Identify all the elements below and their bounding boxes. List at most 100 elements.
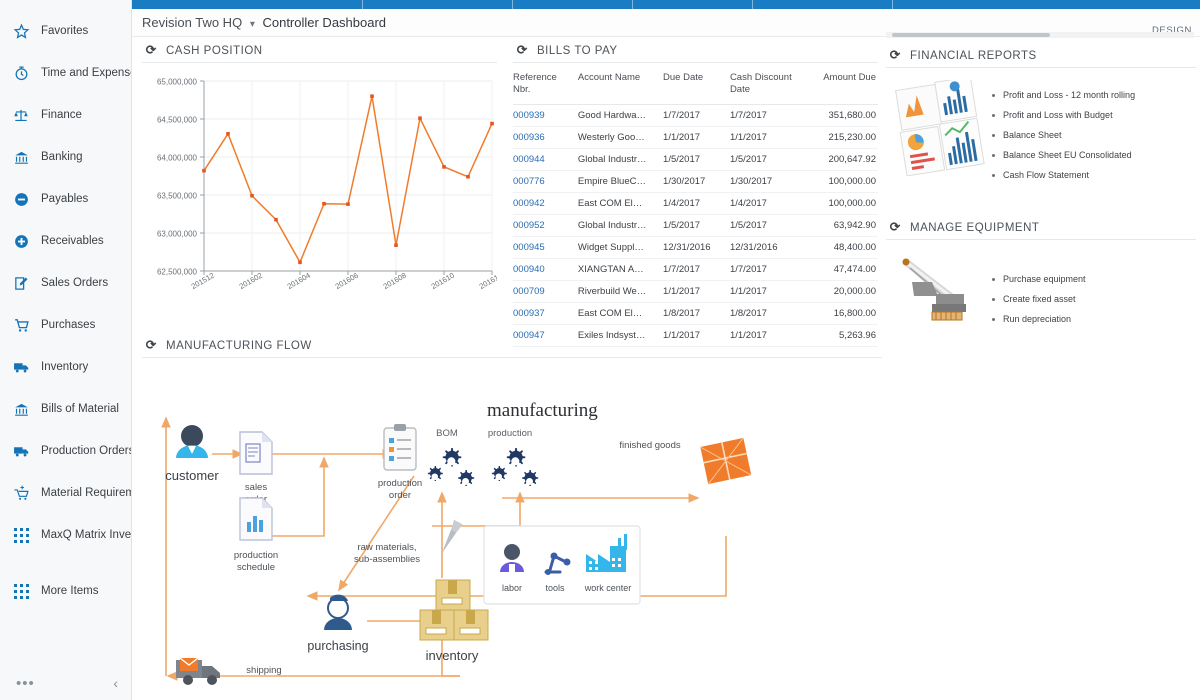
svg-text:62,500,000: 62,500,000 bbox=[157, 268, 198, 277]
svg-text:labor: labor bbox=[502, 583, 522, 593]
bills-table: Reference Nbr. Account Name Due Date Cas… bbox=[513, 66, 878, 347]
refresh-icon[interactable]: ⟳ bbox=[889, 220, 901, 235]
horizontal-scrollbar[interactable] bbox=[886, 32, 1194, 38]
flow-node-production-gears bbox=[491, 448, 539, 487]
sidebar-item-more-items[interactable]: More Items bbox=[0, 570, 131, 612]
equipment-link[interactable]: Run depreciation bbox=[990, 314, 1086, 324]
table-row[interactable]: 000936 Westerly Goo… 1/1/2017 1/1/2017 215,2… bbox=[513, 126, 878, 149]
reference-link[interactable]: 000939 bbox=[513, 109, 545, 121]
sidebar-item-finance[interactable]: Finance bbox=[0, 94, 131, 136]
cell-reference-nbr[interactable]: 000937 bbox=[513, 302, 578, 325]
reference-link[interactable]: 000936 bbox=[513, 131, 545, 143]
report-link[interactable]: Profit and Loss with Budget bbox=[990, 110, 1135, 120]
topbar-divider bbox=[892, 0, 893, 9]
sidebar-item-time-and-expenses[interactable]: Time and Expenses bbox=[0, 52, 131, 94]
reference-link[interactable]: 000944 bbox=[513, 153, 545, 165]
reference-link[interactable]: 000940 bbox=[513, 263, 545, 275]
table-row[interactable]: 000709 Riverbuild We… 1/1/2017 1/1/2017 20,0… bbox=[513, 280, 878, 303]
col-amount-due[interactable]: Amount Due bbox=[804, 66, 878, 105]
cell-reference-nbr[interactable]: 000952 bbox=[513, 214, 578, 237]
flow-node-inventory: inventory bbox=[419, 579, 489, 663]
table-row[interactable]: 000937 East COM El… 1/8/2017 1/8/2017 16,800… bbox=[513, 302, 878, 325]
refresh-icon[interactable]: ⟳ bbox=[145, 338, 157, 353]
chevron-down-icon[interactable]: ▾ bbox=[249, 19, 255, 30]
col-reference-nbr[interactable]: Reference Nbr. bbox=[513, 66, 578, 105]
grid-icon bbox=[10, 525, 32, 545]
cell-account-name: Global Industr… bbox=[577, 148, 664, 171]
scrollbar-thumb[interactable] bbox=[892, 33, 1050, 37]
bank-icon bbox=[10, 399, 32, 419]
sidebar-item-material-requirements[interactable]: Material Requirem… bbox=[0, 472, 131, 514]
cell-reference-nbr[interactable]: 000936 bbox=[513, 126, 578, 149]
cell-due-date: 12/31/2016 bbox=[663, 236, 730, 259]
svg-text:201612: 201612 bbox=[478, 271, 497, 291]
reference-link[interactable]: 000952 bbox=[513, 219, 545, 231]
col-cash-discount-date[interactable]: Cash Discount Date bbox=[729, 66, 805, 105]
more-options-icon[interactable]: ••• bbox=[16, 674, 35, 692]
cart-plus-icon bbox=[10, 483, 32, 503]
sidebar-item-payables[interactable]: Payables bbox=[0, 178, 131, 220]
report-link[interactable]: Balance Sheet bbox=[990, 130, 1135, 140]
sidebar-item-sales-orders[interactable]: Sales Orders bbox=[0, 262, 131, 304]
refresh-icon[interactable]: ⟳ bbox=[516, 43, 528, 58]
table-row[interactable]: 000942 East COM El… 1/4/2017 1/4/2017 100,00… bbox=[513, 192, 878, 215]
report-link[interactable]: Profit and Loss - 12 month rolling bbox=[990, 90, 1135, 100]
cell-amount-due: 100,000.00 bbox=[804, 170, 878, 193]
reference-link[interactable]: 000709 bbox=[513, 285, 545, 297]
flow-group-resources: labor tools bbox=[483, 525, 641, 605]
equipment-link[interactable]: Create fixed asset bbox=[990, 294, 1086, 304]
col-due-date[interactable]: Due Date bbox=[663, 66, 730, 105]
reference-link[interactable]: 000947 bbox=[513, 329, 545, 341]
svg-text:64,500,000: 64,500,000 bbox=[157, 116, 198, 125]
cell-reference-nbr[interactable]: 000947 bbox=[513, 324, 578, 347]
cell-account-name: Widget Suppl… bbox=[577, 236, 664, 259]
table-row[interactable]: 000944 Global Industr… 1/5/2017 1/5/2017 200… bbox=[513, 148, 878, 171]
table-row[interactable]: 000947 Exiles Indsyst… 1/1/2017 1/1/2017 5,2… bbox=[513, 324, 878, 347]
reference-link[interactable]: 000937 bbox=[513, 307, 545, 319]
sidebar-nav-list: Favorites Time and Expenses bbox=[0, 0, 131, 612]
cell-reference-nbr[interactable]: 000944 bbox=[513, 148, 578, 171]
equipment-link[interactable]: Purchase equipment bbox=[990, 274, 1086, 284]
sidebar-item-banking[interactable]: Banking bbox=[0, 136, 131, 178]
bills-table-body: 000939 Good Hardwa… 1/7/2017 1/7/2017 351,68… bbox=[513, 104, 878, 347]
breadcrumb-company[interactable]: Revision Two HQ bbox=[142, 15, 243, 30]
cell-reference-nbr[interactable]: 000942 bbox=[513, 192, 578, 215]
table-row[interactable]: 000952 Global Industr… 1/5/2017 1/5/2017 63,… bbox=[513, 214, 878, 237]
refresh-icon[interactable]: ⟳ bbox=[145, 43, 157, 58]
reference-link[interactable]: 000776 bbox=[513, 175, 545, 187]
refresh-icon[interactable]: ⟳ bbox=[889, 48, 901, 63]
cell-reference-nbr[interactable]: 000939 bbox=[513, 104, 578, 127]
reference-link[interactable]: 000945 bbox=[513, 241, 545, 253]
col-account-name[interactable]: Account Name bbox=[577, 66, 664, 105]
sidebar-item-bills-of-material[interactable]: Bills of Material bbox=[0, 388, 131, 430]
cell-account-name: Empire BlueC… bbox=[577, 170, 664, 193]
cell-due-date: 1/7/2017 bbox=[663, 258, 730, 281]
cell-reference-nbr[interactable]: 000776 bbox=[513, 170, 578, 193]
design-button[interactable]: DESIGN bbox=[1151, 25, 1192, 36]
bills-to-pay-header: ⟳ BILLS TO PAY bbox=[513, 39, 878, 63]
table-row[interactable]: 000939 Good Hardwa… 1/7/2017 1/7/2017 351,68… bbox=[513, 104, 878, 127]
sidebar-item-maxq-matrix-inventory[interactable]: MaxQ Matrix Invent… bbox=[0, 514, 131, 556]
breadcrumb-dashboard[interactable]: Controller Dashboard bbox=[262, 15, 387, 30]
financial-charts-image bbox=[892, 76, 990, 177]
sidebar-item-receivables[interactable]: Receivables bbox=[0, 220, 131, 262]
cell-amount-due: 215,230.00 bbox=[804, 126, 878, 149]
collapse-sidebar-icon[interactable]: ‹ bbox=[113, 675, 118, 691]
sidebar-item-purchases[interactable]: Purchases bbox=[0, 304, 131, 346]
panel-title: FINANCIAL REPORTS bbox=[910, 49, 1037, 62]
sidebar-item-inventory[interactable]: Inventory bbox=[0, 346, 131, 388]
cell-reference-nbr[interactable]: 000940 bbox=[513, 258, 578, 281]
manufacturing-flow-header: ⟳ MANUFACTURING FLOW bbox=[142, 334, 882, 358]
sidebar-item-favorites[interactable]: Favorites bbox=[0, 10, 131, 52]
table-row[interactable]: 000940 XIANGTAN A… 1/7/2017 1/7/2017 47,474.… bbox=[513, 258, 878, 281]
svg-text:schedule: schedule bbox=[237, 562, 275, 573]
report-link[interactable]: Cash Flow Statement bbox=[990, 170, 1135, 180]
cell-amount-due: 48,400.00 bbox=[804, 236, 878, 259]
cell-reference-nbr[interactable]: 000709 bbox=[513, 280, 578, 303]
table-row[interactable]: 000776 Empire BlueC… 1/30/2017 1/30/2017 100… bbox=[513, 170, 878, 193]
table-row[interactable]: 000945 Widget Suppl… 12/31/2016 12/31/2016 4… bbox=[513, 236, 878, 259]
reference-link[interactable]: 000942 bbox=[513, 197, 545, 209]
cell-reference-nbr[interactable]: 000945 bbox=[513, 236, 578, 259]
report-link[interactable]: Balance Sheet EU Consolidated bbox=[990, 150, 1135, 160]
sidebar-item-production-orders[interactable]: Production Orders bbox=[0, 430, 131, 472]
